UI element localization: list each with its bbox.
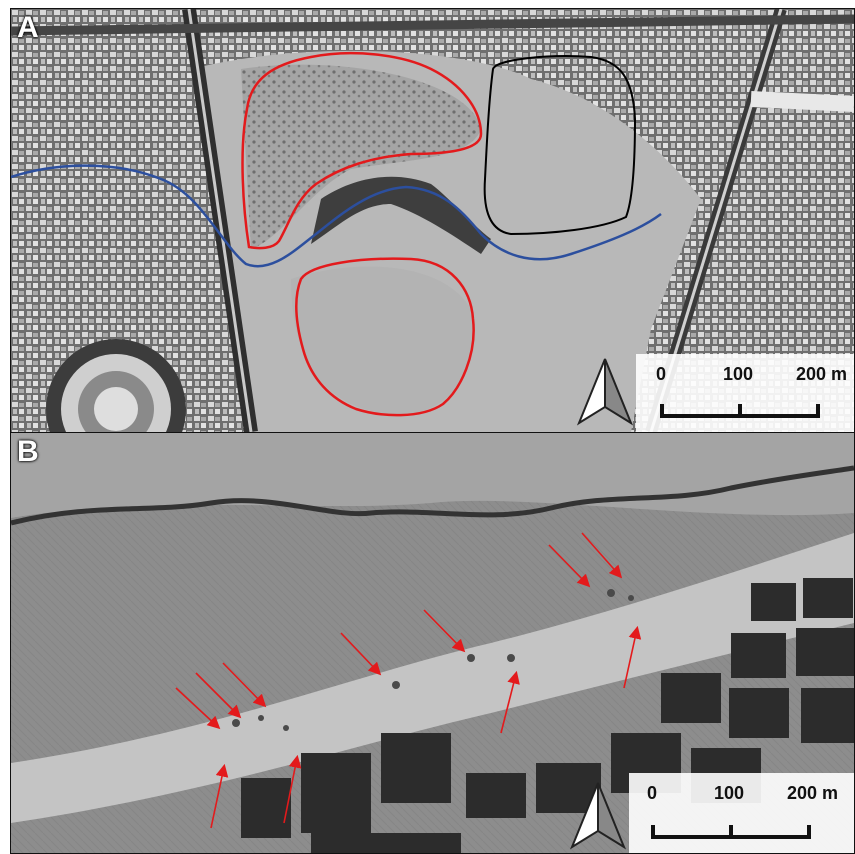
arrow-marker [581, 532, 623, 579]
outline-north-area [241, 51, 483, 250]
red-arrows [175, 532, 642, 829]
scale-tick-label: 200 m [787, 783, 839, 803]
arrow-marker [548, 544, 591, 588]
arrow-marker [500, 670, 520, 734]
aerial-image-a [11, 9, 854, 432]
scale-bar: 0 100 200 m [636, 354, 854, 432]
arrow-marker [340, 632, 382, 676]
north-arrow-icon [566, 779, 630, 853]
panel-b: B 0 100 200 m [10, 432, 855, 854]
outline-built-area [483, 55, 637, 236]
arrow-marker [623, 625, 642, 689]
panel-label: B [17, 435, 39, 468]
aerial-image-b [11, 433, 854, 853]
arrow-marker [423, 609, 466, 653]
arrow-marker [175, 687, 221, 730]
scale-tick-label: 0 [656, 364, 667, 384]
arrow-marker [210, 763, 229, 829]
arrow-marker [222, 662, 267, 708]
scale-bar: 0 100 200 m [629, 773, 854, 853]
north-arrow-icon [573, 355, 637, 432]
scale-tick-label: 100 [723, 364, 754, 384]
outline-south-area [294, 257, 475, 417]
panel-a: A 0 100 200 m [10, 8, 855, 433]
panel-label: A [17, 11, 39, 44]
scale-tick-label: 0 [647, 783, 658, 803]
river-line [11, 164, 662, 268]
scale-tick-label: 100 [714, 783, 745, 803]
scale-tick-label: 200 m [796, 364, 848, 384]
arrow-marker [195, 672, 242, 719]
arrow-marker [283, 754, 302, 824]
